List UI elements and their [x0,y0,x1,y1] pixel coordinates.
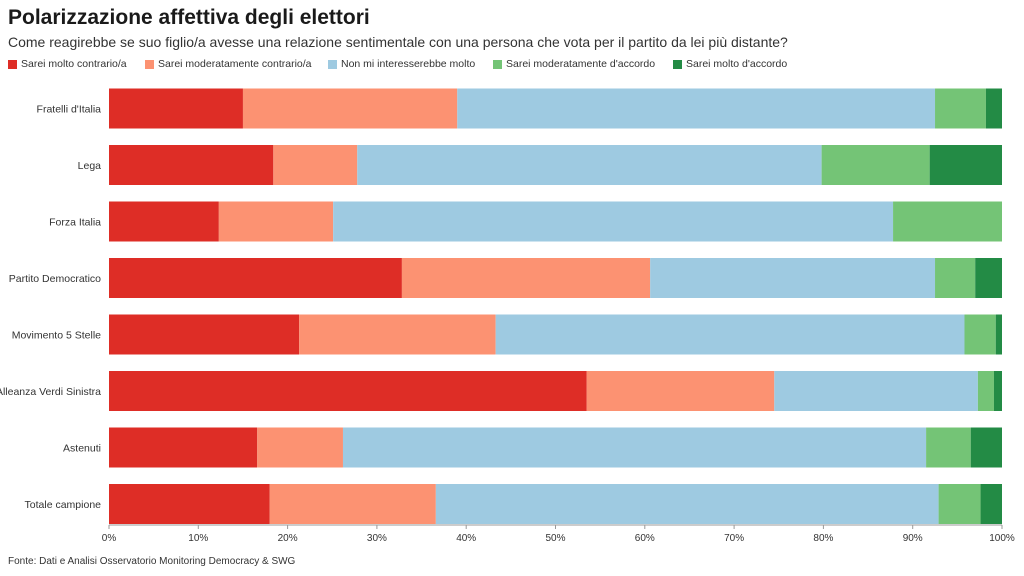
bar-segment [586,371,775,411]
bar-segment [985,88,1002,129]
x-tick-label: 0% [102,533,117,544]
legend-item: Sarei moderatamente d'accordo [493,58,673,70]
bar-segment [435,484,939,524]
chart-subtitle: Come reagirebbe se suo figlio/a avesse u… [8,34,788,50]
bar-segment [242,88,458,129]
x-tick-label: 30% [367,533,387,544]
x-tick-label: 50% [545,533,565,544]
category-label: Forza Italia [49,217,101,229]
bar-segment [109,371,587,411]
bar-segment [926,427,971,468]
legend-item: Sarei molto contrario/a [8,58,145,70]
bar-segment [975,258,1002,298]
category-label: Totale campione [25,499,102,511]
legend-label: Non mi interesserebbe molto [341,58,476,70]
legend-item: Non mi interesserebbe molto [328,58,493,70]
bar-segment [938,484,981,524]
category-label: Movimento 5 Stelle [12,330,101,342]
legend-label: Sarei molto contrario/a [21,58,127,70]
bar-segment [333,201,894,242]
category-label: Astenuti [63,443,101,455]
bar-segment [257,427,343,468]
legend-label: Sarei moderatamente contrario/a [158,58,312,70]
category-label: Partito Democratico [9,273,101,285]
legend-label: Sarei molto d'accordo [686,58,788,70]
bar-segment [650,258,936,298]
bar-segment [893,201,1002,242]
chart-title: Polarizzazione affettiva degli elettori [8,6,370,29]
category-label: Alleanza Verdi Sinistra [0,386,101,398]
x-tick-label: 80% [813,533,833,544]
legend-swatch [8,59,17,69]
bar-segment [109,258,402,298]
bar-segment [993,371,1002,411]
x-tick-label: 100% [989,533,1015,544]
legend-label: Sarei moderatamente d'accordo [506,58,656,70]
bar-segment [970,427,1002,468]
bar-segment [218,201,334,242]
bar-segment [995,314,1002,355]
bar-segment [269,484,436,524]
x-tick-label: 10% [188,533,208,544]
bar-segment [929,145,1002,185]
bar-segment [109,314,300,355]
bar-segment [774,371,978,411]
bar-segment [109,201,219,242]
bar-segment [342,427,927,468]
legend-swatch [493,59,502,69]
legend: Sarei molto contrario/a Sarei moderatamen… [8,57,787,71]
x-tick-label: 60% [635,533,655,544]
bar-segment [109,484,270,524]
x-tick-label: 20% [278,533,298,544]
bar-segment [357,145,822,185]
x-tick-label: 70% [724,533,744,544]
bar-segment [109,145,274,185]
x-tick-label: 90% [903,533,923,544]
bar-segment [935,88,986,129]
legend-item: Sarei moderatamente contrario/a [145,58,328,70]
bar-segment [964,314,996,355]
bar-segment [980,484,1002,524]
bar-segment [977,371,994,411]
category-label: Fratelli d'Italia [37,104,102,116]
bar-segment [299,314,496,355]
bar-segment [935,258,976,298]
bar-segment [457,88,936,129]
bar-segment [401,258,651,298]
legend-swatch [328,59,337,69]
category-label: Lega [78,160,102,172]
legend-item: Sarei molto d'accordo [673,58,787,70]
bar-segment [495,314,965,355]
source-note: Fonte: Dati e Analisi Osservatorio Monit… [8,556,296,567]
x-tick-label: 40% [456,533,476,544]
bar-segment [109,88,243,129]
legend-swatch [145,59,154,69]
bar-segment [821,145,930,185]
bar-segment [273,145,358,185]
legend-swatch [673,59,682,69]
bar-segment [109,427,258,468]
